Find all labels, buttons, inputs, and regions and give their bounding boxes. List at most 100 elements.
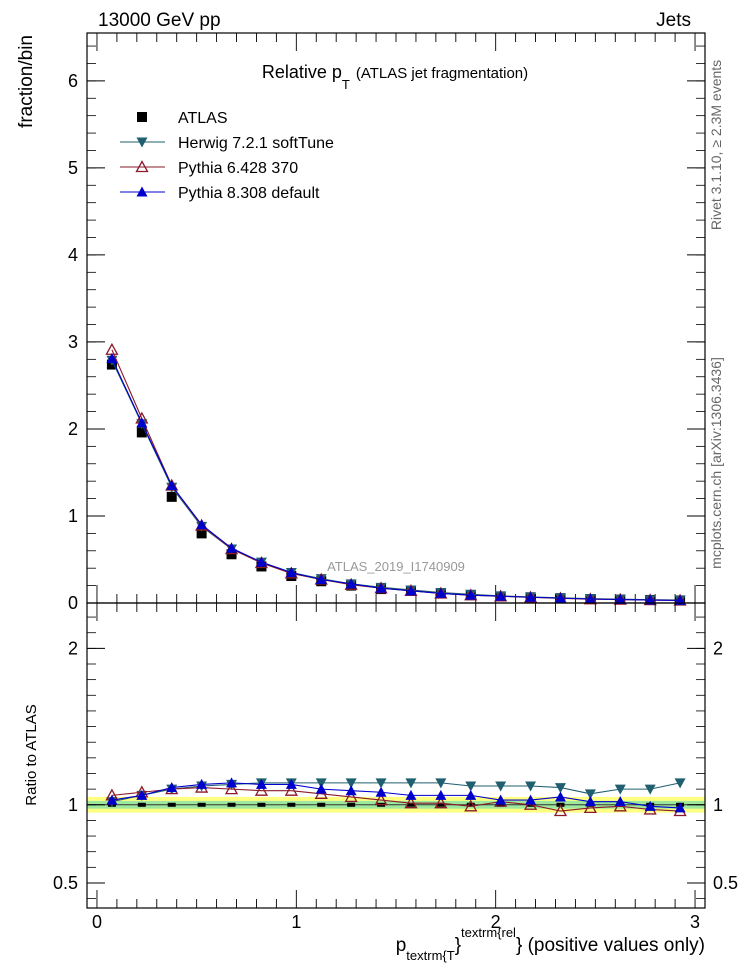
ratio-series-2-line: [111, 782, 681, 809]
ratio-series-0-marker-14: [525, 781, 537, 792]
ratio-ref-marker-13: [496, 802, 505, 807]
ratio-ytick-label-right-1: 1: [713, 795, 723, 815]
ratio-series-1-marker-10: [404, 796, 418, 809]
main-series-3: [106, 352, 686, 605]
x-tick-label-3: 3: [690, 912, 700, 932]
ratio-series-2-marker-6: [285, 778, 297, 789]
ratio-series-1-marker-4: [224, 782, 239, 795]
ratio-ref-marker-6: [287, 802, 296, 807]
ratio-series-0-marker-12: [465, 781, 477, 792]
ratio-series-2-marker-1: [136, 789, 148, 800]
main-series-3-marker-15: [554, 592, 566, 603]
ratio-series-2-marker-10: [405, 789, 417, 800]
ratio-series-2-marker-13: [495, 794, 507, 805]
main-series-3-marker-18: [644, 594, 656, 605]
main-title-text: Relative p: [262, 62, 342, 82]
main-series-0-marker-2: [166, 491, 177, 502]
watermark: ATLAS_2019_I1740909: [327, 559, 465, 574]
legend-label-1: Herwig 7.2.1 softTune: [178, 135, 334, 152]
ratio-series-0-marker-18: [644, 784, 656, 795]
main-series-3-marker-2: [166, 480, 178, 491]
ratio-series-0-marker-10: [405, 778, 417, 789]
main-ytick-label-6: 6: [68, 71, 78, 91]
ratio-series-2-marker-9: [375, 786, 387, 797]
ratio-ref-marker-12: [466, 802, 475, 807]
legend-marker-0: [137, 112, 147, 122]
ratio-ref-marker-8: [347, 802, 356, 807]
main-series-3-marker-19: [674, 594, 686, 605]
ratio-series-2-marker-0: [106, 794, 118, 805]
x-tick-label-2: 2: [491, 912, 501, 932]
ratio-series-2-marker-5: [255, 778, 267, 789]
ratio-ytick-label-1: 1: [68, 795, 78, 815]
main-series-3-marker-5: [255, 556, 267, 567]
ratio-series-1-marker-12: [464, 799, 478, 812]
x-axis-label-suffix: } (positive values only): [516, 935, 705, 956]
ratio-series-1-marker-8: [344, 790, 358, 803]
ratio-series-2-marker-11: [435, 789, 447, 800]
main-series-3-marker-4: [226, 542, 238, 553]
legend: ATLAS Herwig 7.2.1 softTune Pythia 6.428 3…: [120, 110, 334, 202]
ratio-series-2-marker-2: [166, 782, 178, 793]
ratio-series-1-marker-5: [254, 783, 269, 796]
main-title: Relative pT (ATLAS jet fragmentation): [262, 62, 528, 92]
ratio-series-1-marker-11: [434, 796, 448, 809]
main-series-3-marker-3: [196, 519, 208, 530]
x-axis-label-brace: }: [455, 935, 461, 956]
ratio-ref-marker-10: [406, 802, 415, 807]
ratio-frame: [86, 602, 706, 909]
header-left: 13000 GeV pp: [98, 10, 221, 31]
ratio-series-0-marker-9: [375, 778, 387, 789]
ratio-series-1-line: [111, 787, 681, 812]
ratio-series-2-marker-17: [614, 796, 626, 807]
legend-marker-1: [136, 137, 148, 148]
main-series-3-marker-16: [584, 593, 596, 604]
ratio-ref-marker-1: [137, 802, 146, 807]
ratio-ref-marker-11: [436, 802, 445, 807]
ratio-series-0-marker-11: [435, 778, 447, 789]
ratio-plot: 0.5 0.5 1 1 2 2 0 1 2 3: [53, 602, 738, 932]
x-tick-label-0: 0: [92, 912, 102, 932]
ratio-series-0-marker-8: [345, 778, 357, 789]
ratio-ref-marker-7: [317, 802, 326, 807]
legend-label-0: ATLAS: [178, 110, 228, 127]
main-series-3-marker-11: [435, 587, 447, 598]
x-tick-label-1: 1: [291, 912, 301, 932]
main-series-3-marker-7: [315, 574, 327, 585]
ratio-series-2-marker-18: [644, 800, 656, 811]
main-series-3-marker-17: [614, 594, 626, 605]
ratio-series-2-marker-4: [226, 777, 238, 788]
main-ytick-label-5: 5: [68, 158, 78, 178]
ratio-ytick-label-2: 2: [68, 638, 78, 658]
ratio-series-2-marker-7: [315, 783, 327, 794]
ratio-series-0-marker-13: [495, 781, 507, 792]
main-title-sub: T: [342, 77, 350, 92]
main-ylabel: fraction/bin: [16, 35, 37, 128]
main-series-3-marker-13: [495, 590, 507, 601]
ratio-series-1-marker-15: [553, 804, 568, 817]
main-title-suffix: (ATLAS jet fragmentation): [356, 65, 528, 82]
x-axis-label-main: p: [396, 935, 407, 956]
x-axis-label: ptextrm{T}textrm{rel} (positive values o…: [396, 925, 705, 963]
main-ytick-label-2: 2: [68, 419, 78, 439]
ratio-series-2-marker-14: [525, 794, 537, 805]
ratio-ylabel: Ratio to ATLAS: [23, 704, 40, 805]
main-series-0-marker-3: [196, 528, 207, 539]
legend-marker-2: [135, 160, 149, 173]
main-series-0-marker-1: [136, 427, 147, 438]
main-series-3-marker-6: [285, 567, 297, 578]
ratio-series-1-marker-6: [284, 783, 298, 796]
ratio-series-1-marker-9: [374, 793, 388, 806]
ratio-ref-marker-5: [257, 802, 266, 807]
ratio-series-2-marker-15: [554, 791, 566, 802]
main-ytick-label-4: 4: [68, 245, 78, 265]
main-series-3-marker-14: [525, 591, 537, 602]
x-axis-label-sub: textrm{T: [406, 948, 454, 963]
ratio-ytick-label-0: 0.5: [53, 873, 78, 893]
ratio-series-0-marker-17: [614, 784, 626, 795]
ratio-series-1-marker-16: [583, 801, 597, 814]
ratio-series-0-marker-7: [315, 778, 327, 789]
ratio-series-2-marker-12: [465, 789, 477, 800]
mcplots-label: mcplots.cern.ch [arXiv:1306.3436]: [708, 357, 724, 569]
